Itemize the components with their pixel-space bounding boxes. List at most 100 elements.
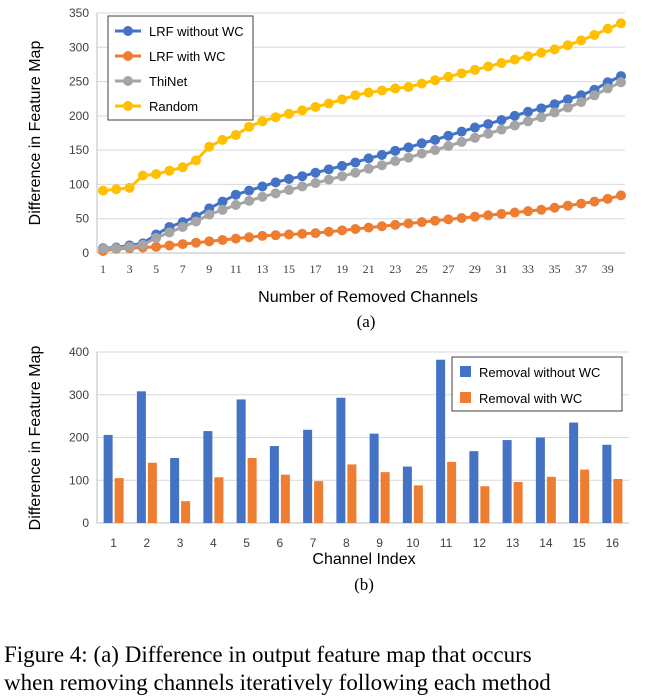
x-tick-label-b: 15 <box>572 536 586 550</box>
bar-without-wc <box>170 458 180 523</box>
x-tick-label-b: 16 <box>606 536 620 550</box>
data-point <box>217 134 228 145</box>
data-point <box>616 190 626 201</box>
x-tick-label-a: 25 <box>416 262 428 276</box>
data-point <box>363 222 374 233</box>
x-tick-label-b: 9 <box>376 536 383 550</box>
x-tick-label-b: 11 <box>440 536 453 550</box>
data-point <box>496 58 507 69</box>
legend-label-a: Random <box>149 99 198 114</box>
bar-without-wc <box>535 437 545 523</box>
x-tick-label-a: 35 <box>549 262 561 276</box>
data-point <box>456 126 467 137</box>
legend-a: LRF without WC LRF with WC ThiNet Random <box>107 15 254 121</box>
panel-label-a: (a) <box>357 312 376 331</box>
y-axis-title-b: Difference in Feature Map <box>27 346 44 531</box>
data-point <box>230 200 241 210</box>
data-point <box>323 226 334 237</box>
bar-with-wc <box>613 478 623 523</box>
series-line-1 <box>102 74 622 250</box>
x-tick-label-a: 17 <box>310 262 322 276</box>
bar-with-wc <box>114 478 124 523</box>
data-point <box>469 132 480 143</box>
data-point <box>190 237 201 248</box>
data-point <box>509 120 520 131</box>
x-tick-label-a: 9 <box>206 262 212 276</box>
bar-with-wc <box>580 469 590 523</box>
data-point <box>310 167 321 178</box>
bar-without-wc <box>136 391 146 523</box>
data-point <box>416 217 427 228</box>
data-point <box>297 228 308 239</box>
bar-without-wc <box>569 422 579 523</box>
data-point <box>549 44 560 55</box>
series-line-2 <box>102 193 622 253</box>
data-point <box>509 54 520 65</box>
bar-with-wc <box>280 474 290 523</box>
x-tick-label-a: 29 <box>469 262 481 276</box>
x-tick-label-a: 19 <box>336 262 348 276</box>
data-point <box>310 178 321 189</box>
legend-label-b: Removal without WC <box>479 365 600 380</box>
data-point <box>137 239 148 250</box>
data-point <box>390 83 401 94</box>
data-point <box>523 206 534 217</box>
data-point <box>576 97 587 108</box>
legend-marker-a <box>123 76 133 86</box>
data-point <box>403 82 414 93</box>
data-point <box>297 171 308 182</box>
data-point <box>456 68 467 79</box>
data-point <box>509 110 520 121</box>
data-point <box>483 61 494 72</box>
data-point <box>403 218 414 229</box>
data-point <box>430 215 441 226</box>
bar-without-wc <box>103 434 113 523</box>
legend-b: Removal without WC Removal with WC <box>451 356 623 412</box>
data-point <box>204 141 215 152</box>
x-tick-label-a: 23 <box>389 262 401 276</box>
data-point <box>456 213 467 224</box>
x-tick-label-b: 6 <box>277 536 284 550</box>
x-tick-label-b: 4 <box>210 536 217 550</box>
y-axis-title-a: Difference in Feature Map <box>27 41 44 226</box>
data-point <box>337 160 348 171</box>
data-point <box>536 112 547 123</box>
data-point <box>323 164 334 175</box>
data-point <box>536 103 547 114</box>
x-tick-label-a: 7 <box>180 262 186 276</box>
data-point <box>124 182 135 193</box>
data-point <box>416 148 427 159</box>
x-tick-label-a: 5 <box>153 262 159 276</box>
legend-label-a: LRF with WC <box>149 49 226 64</box>
bar-with-wc <box>413 485 423 523</box>
x-tick-label-b: 10 <box>406 536 420 550</box>
y-tick-label-a: 50 <box>76 212 90 226</box>
data-point <box>190 216 201 227</box>
data-point <box>376 160 387 171</box>
data-point <box>204 209 215 220</box>
x-tick-label-a: 27 <box>442 262 454 276</box>
x-tick-label-a: 3 <box>127 262 133 276</box>
data-point <box>469 122 480 133</box>
x-tick-label-a: 13 <box>256 262 268 276</box>
data-point <box>257 230 268 241</box>
bar-without-wc <box>336 397 346 523</box>
panel-label-b: (b) <box>354 575 374 594</box>
data-point <box>283 184 294 195</box>
data-point <box>376 221 387 232</box>
data-point <box>270 230 281 241</box>
data-point <box>244 185 255 196</box>
data-point <box>350 90 361 101</box>
y-tick-label-b: 100 <box>69 473 89 487</box>
legend-swatch-b <box>460 392 471 403</box>
data-point <box>416 78 427 89</box>
bar-with-wc <box>181 501 191 523</box>
data-point <box>323 174 334 185</box>
data-point <box>257 181 268 192</box>
data-point <box>589 90 600 101</box>
data-point <box>496 114 507 125</box>
bar-with-wc <box>214 477 224 523</box>
data-point <box>562 102 573 113</box>
